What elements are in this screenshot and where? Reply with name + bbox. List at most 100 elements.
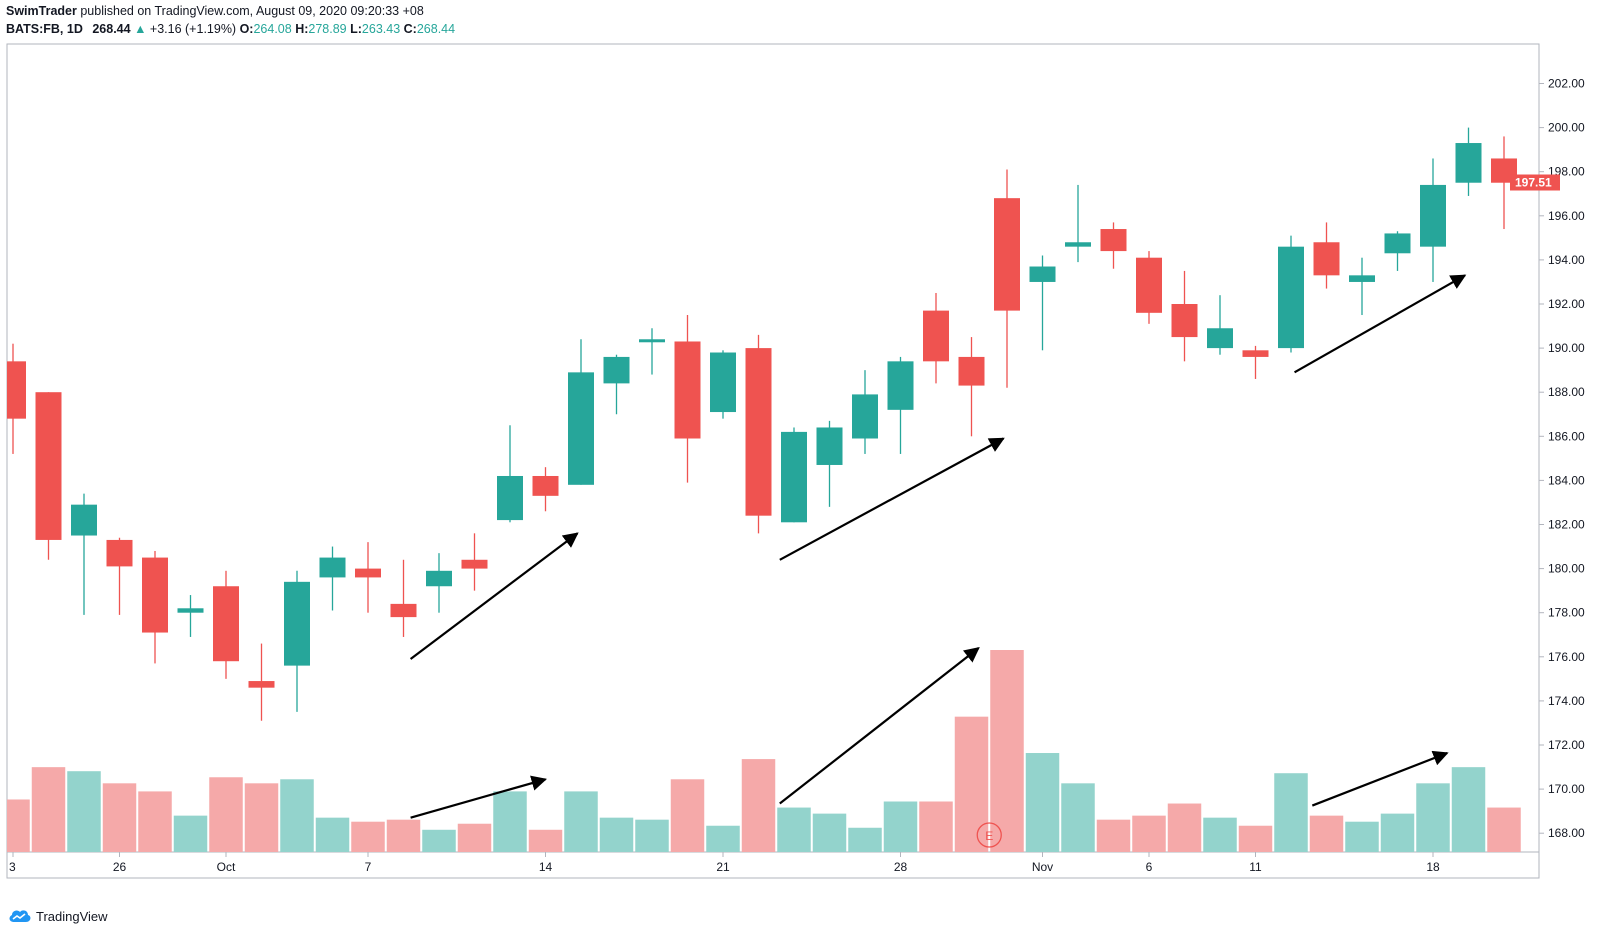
candle [1455, 127, 1482, 196]
trend-arrow[interactable] [779, 647, 980, 805]
volume-bar [741, 759, 776, 852]
candle-body [426, 570, 452, 587]
volume-bar [315, 817, 350, 852]
volume-bar [280, 779, 314, 852]
candle-body [355, 568, 381, 578]
candle [1029, 255, 1056, 351]
volume-bar [990, 650, 1024, 852]
candlestick-chart[interactable]: 168.00 170.00 172.00 174.00 176.00 178.00 180.… [0, 0, 1600, 900]
candle [1171, 270, 1198, 362]
volume-bar [812, 813, 847, 852]
volume-bar [457, 823, 492, 852]
candle [35, 392, 62, 560]
volume-bar [1274, 773, 1308, 852]
candle [1384, 231, 1411, 271]
volume-bar [564, 791, 598, 852]
candle [887, 356, 914, 454]
candle-body [568, 372, 594, 485]
volume-bar [422, 829, 456, 852]
time-tick-label: 3 [9, 860, 16, 874]
time-tick-label: 18 [1426, 860, 1440, 874]
volume-bar [386, 819, 421, 852]
time-tick-label: 21 [716, 860, 730, 874]
candle-body [177, 608, 204, 613]
candle-body [497, 475, 523, 521]
published-text: published on TradingView.com, August 09,… [80, 4, 424, 18]
candle [106, 537, 133, 615]
tradingview-logo-icon [9, 910, 31, 922]
price-tick-label: 202.00 [1548, 77, 1585, 91]
volume-bar [954, 716, 989, 852]
candle [1100, 222, 1127, 269]
candle-body [106, 539, 133, 567]
candle [390, 559, 417, 637]
candle [1313, 222, 1340, 289]
candle-body [781, 431, 807, 523]
candle [1420, 158, 1446, 282]
candle-body [7, 361, 26, 419]
candle-body [71, 504, 97, 536]
price-change: +3.16 (+1.19%) [149, 22, 237, 36]
chart-frame [6, 43, 1540, 879]
candle-body [887, 361, 914, 410]
volume-bar [1167, 803, 1202, 852]
annotation-arrows [409, 274, 1467, 819]
time-tick-label: 7 [365, 860, 372, 874]
candle [71, 493, 97, 615]
candle [177, 595, 204, 637]
author-name[interactable]: SwimTrader [6, 4, 77, 18]
trend-arrow[interactable] [1311, 750, 1449, 807]
candle [745, 334, 772, 534]
volume-bar [493, 791, 527, 852]
trend-arrow[interactable] [779, 437, 1005, 561]
volume-bar [528, 829, 563, 852]
candle [710, 350, 736, 419]
time-axis[interactable]: 3 26 Oct 7 14 21 28 Nov 6 11 18 [9, 852, 1440, 874]
candle [7, 343, 26, 454]
candle [1065, 184, 1091, 263]
price-tick-label: 188.00 [1548, 385, 1585, 399]
tradingview-brand: TradingView [36, 908, 108, 924]
price-tick-label: 194.00 [1548, 253, 1585, 267]
candle-body [1029, 266, 1056, 282]
candle-body [994, 198, 1020, 311]
price-axis[interactable]: 168.00 170.00 172.00 174.00 176.00 178.00 180.… [1510, 77, 1585, 841]
candle-body [745, 348, 772, 516]
tradingview-footer[interactable]: TradingView [8, 908, 108, 924]
candle-body [1136, 257, 1162, 313]
candle-body [1207, 328, 1233, 349]
price-tick-label: 184.00 [1548, 473, 1585, 487]
price-tick-label: 170.00 [1548, 782, 1585, 796]
trend-arrow[interactable] [410, 775, 547, 819]
open-value: 264.08 [253, 22, 292, 36]
price-tick-label: 200.00 [1548, 121, 1585, 135]
volume-bar [1061, 783, 1095, 852]
candle-body [142, 557, 168, 633]
price-tick-label: 182.00 [1548, 518, 1585, 532]
last-price-tag-label: 197.51 [1515, 176, 1552, 190]
volume-bar [1096, 819, 1131, 852]
price-tick-label: 180.00 [1548, 562, 1585, 576]
volume-bar [1345, 821, 1379, 852]
symbol-name[interactable]: BATS:FB, 1D [6, 22, 83, 36]
trend-arrow[interactable] [1294, 274, 1467, 374]
time-tick-label: 26 [113, 860, 127, 874]
candle-body [248, 681, 275, 688]
price-tick-label: 178.00 [1548, 606, 1585, 620]
candle [532, 467, 559, 512]
volume-bar [31, 767, 66, 852]
volume-bar [1487, 807, 1521, 852]
volume-bar [777, 807, 811, 852]
trend-arrow[interactable] [409, 532, 579, 660]
earnings-marker[interactable]: E [976, 822, 1002, 848]
price-tick-label: 172.00 [1548, 738, 1585, 752]
candle-body [1242, 350, 1269, 357]
volume-bar [209, 777, 243, 852]
volume-bar [1025, 753, 1060, 852]
time-tick-label: Oct [217, 860, 236, 874]
candle [994, 169, 1020, 388]
earnings-circle [976, 822, 1002, 848]
last-price: 268.44 [92, 22, 131, 36]
price-tick-label: 176.00 [1548, 650, 1585, 664]
low-value: 263.43 [361, 22, 401, 36]
